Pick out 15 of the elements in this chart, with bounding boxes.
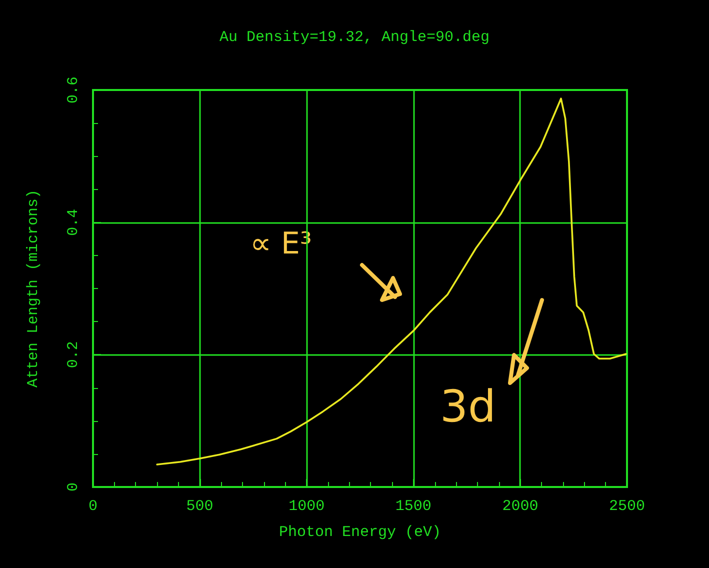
y-tick-label: 0.4 [65,208,82,236]
x-axis-title: Photon Energy (eV) [278,524,442,541]
x-tick-label: 2500 [608,498,646,515]
annotation: 3d [440,382,496,432]
chart-title: Au Density=19.32, Angle=90.deg [219,29,490,46]
x-tick-label: 500 [186,498,214,515]
x-tick-label: 0 [88,498,98,515]
y-axis-title: Atten Length (microns) [25,189,42,388]
line-series [156,98,627,466]
y-tick-label: 0.6 [65,76,82,104]
x-tick-label: 1500 [395,498,432,515]
y-tick-label: 0.2 [65,341,82,368]
x-tick-label: 1000 [288,498,325,515]
x-tick-label: 2000 [502,498,538,515]
y-tick-label: 0 [65,482,82,492]
